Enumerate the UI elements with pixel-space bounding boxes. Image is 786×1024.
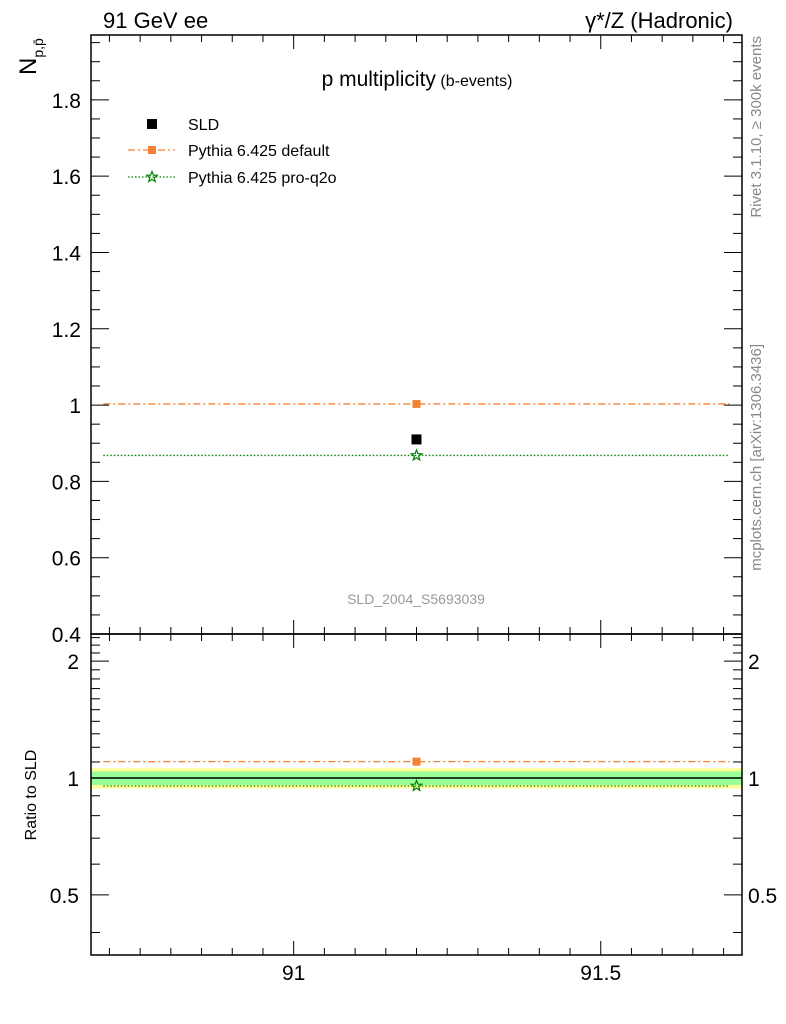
ratio-frame <box>90 633 743 956</box>
legend-label-proq2o: Pythia 6.425 pro-q2o <box>188 170 337 187</box>
ratio-ytick-label-right: 2 <box>748 651 760 674</box>
main-ytick-label: 1.4 <box>52 242 82 265</box>
legend-marker-sld <box>147 119 157 129</box>
analysis-watermark: SLD_2004_S5693039 <box>347 591 485 607</box>
main-axes: 0.4 0.6 0.8 1 1.2 1.4 1.6 1.8 <box>52 34 743 647</box>
ratio-series-layer <box>91 757 742 792</box>
legend-label-default: Pythia 6.425 default <box>188 143 330 160</box>
ratio-ytick-label-right: 1 <box>748 768 760 791</box>
ratio-panel: 0.5 0.5 1 1 2 2 91 91.5 Ratio to SLD <box>23 633 777 985</box>
ratio-ytick-label-left: 1 <box>67 768 79 791</box>
legend-label-sld: SLD <box>188 117 219 134</box>
main-ylabel-sub: p,p̄ <box>30 38 46 58</box>
ratio-point-pythia-proq2o <box>409 778 424 792</box>
main-ylabel-main: N <box>15 58 42 75</box>
legend-marker-default <box>148 146 156 154</box>
main-ytick-label: 0.8 <box>52 471 81 494</box>
ratio-point-pythia-default <box>412 757 421 766</box>
point-sld <box>411 434 422 445</box>
main-ytick-label: 1 <box>69 395 81 418</box>
ratio-xtick-label: 91.5 <box>580 962 621 985</box>
ratio-ytick-label-right: 0.5 <box>748 885 777 908</box>
ratio-ytick-label-left: 2 <box>67 651 79 674</box>
point-pythia-proq2o <box>409 448 424 462</box>
main-title-text: p multiplicity <box>322 68 437 91</box>
ratio-ylabel: Ratio to SLD <box>23 750 40 841</box>
main-series-layer <box>103 399 730 462</box>
main-subtitle-text: (b-events) <box>440 73 512 90</box>
ratio-ytick-label-left: 0.5 <box>50 885 79 908</box>
main-ytick-label: 1.8 <box>52 90 81 113</box>
main-ytick-label: 0.4 <box>52 624 82 647</box>
point-pythia-default <box>412 399 421 408</box>
ratio-axes: 0.5 0.5 1 1 2 2 91 91.5 <box>50 633 777 985</box>
ratio-xtick-label: 91 <box>282 962 305 985</box>
main-panel: 0.4 0.6 0.8 1 1.2 1.4 1.6 1.8 p multiplicity (b… <box>52 34 743 647</box>
main-ytick-label: 0.6 <box>52 548 81 571</box>
mcplots-label: mcplots.cern.ch [arXiv:1306.3436] <box>748 344 765 571</box>
header-right: γ*/Z (Hadronic) <box>585 8 733 33</box>
legend-marker-proq2o <box>145 169 159 183</box>
main-ytick-label: 1.2 <box>52 319 81 342</box>
legend: SLD Pythia 6.425 default Pythia 6.425 pr… <box>128 117 337 187</box>
rivet-label: Rivet 3.1.10, ≥ 300k events <box>748 36 765 218</box>
main-title: p multiplicity (b-events) <box>322 68 513 91</box>
header-left: 91 GeV ee <box>103 8 208 33</box>
main-ylabel: Np,p̄ <box>15 38 46 75</box>
main-ytick-label: 1.6 <box>52 166 81 189</box>
